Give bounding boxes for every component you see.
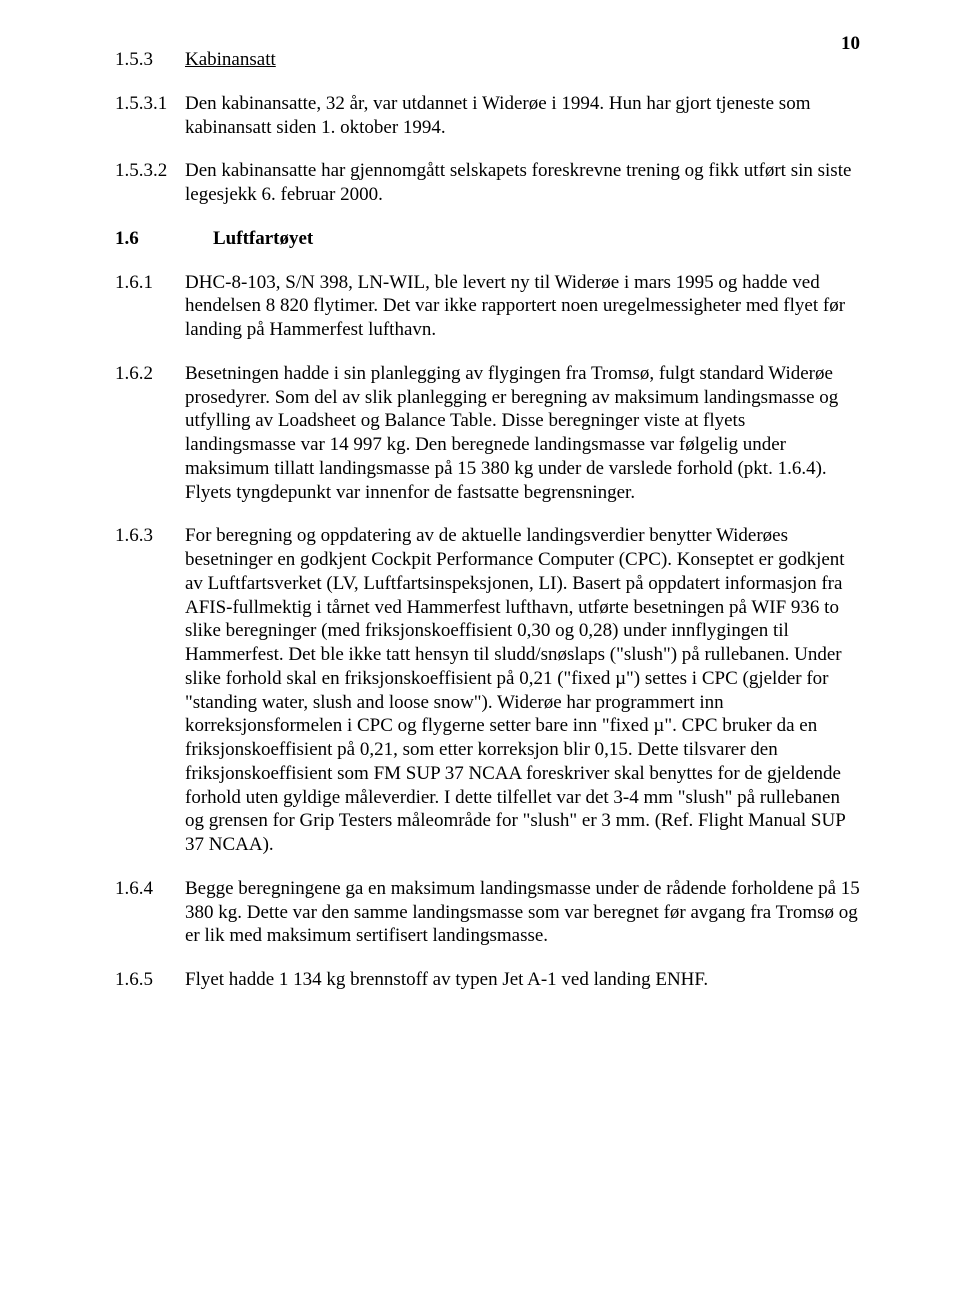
para-text: DHC-8-103, S/N 398, LN-WIL, ble levert n… bbox=[185, 271, 860, 342]
section-title: Kabinansatt bbox=[185, 48, 860, 72]
para-1-5-3-2: 1.5.3.2 Den kabinansatte har gjennomgått… bbox=[115, 159, 860, 207]
para-1-6-3: 1.6.3 For beregning og oppdatering av de… bbox=[115, 524, 860, 857]
para-text: Den kabinansatte har gjennomgått selskap… bbox=[185, 159, 860, 207]
para-number: 1.6.1 bbox=[115, 271, 185, 295]
page-number: 10 bbox=[841, 32, 860, 56]
para-text: Den kabinansatte, 32 år, var utdannet i … bbox=[185, 92, 860, 140]
para-text: Flyet hadde 1 134 kg brennstoff av typen… bbox=[185, 968, 860, 992]
section-title: Luftfartøyet bbox=[185, 227, 860, 251]
para-text: Besetningen hadde i sin planlegging av f… bbox=[185, 362, 860, 505]
para-text: For beregning og oppdatering av de aktue… bbox=[185, 524, 860, 857]
para-number: 1.6.4 bbox=[115, 877, 185, 901]
para-1-6-5: 1.6.5 Flyet hadde 1 134 kg brennstoff av… bbox=[115, 968, 860, 992]
section-1-6-heading: 1.6 Luftfartøyet bbox=[115, 227, 860, 251]
section-number: 1.5.3 bbox=[115, 48, 185, 72]
para-1-5-3-1: 1.5.3.1 Den kabinansatte, 32 år, var utd… bbox=[115, 92, 860, 140]
para-text: Begge beregningene ga en maksimum landin… bbox=[185, 877, 860, 948]
section-1-5-3-heading: 1.5.3 Kabinansatt bbox=[115, 48, 860, 72]
para-number: 1.6.2 bbox=[115, 362, 185, 386]
para-number: 1.6.5 bbox=[115, 968, 185, 992]
section-number: 1.6 bbox=[115, 227, 185, 251]
para-number: 1.6.3 bbox=[115, 524, 185, 548]
para-1-6-4: 1.6.4 Begge beregningene ga en maksimum … bbox=[115, 877, 860, 948]
para-number: 1.5.3.1 bbox=[115, 92, 185, 116]
para-1-6-1: 1.6.1 DHC-8-103, S/N 398, LN-WIL, ble le… bbox=[115, 271, 860, 342]
document-page: 10 1.5.3 Kabinansatt 1.5.3.1 Den kabinan… bbox=[0, 0, 960, 1310]
para-1-6-2: 1.6.2 Besetningen hadde i sin planleggin… bbox=[115, 362, 860, 505]
para-number: 1.5.3.2 bbox=[115, 159, 185, 183]
